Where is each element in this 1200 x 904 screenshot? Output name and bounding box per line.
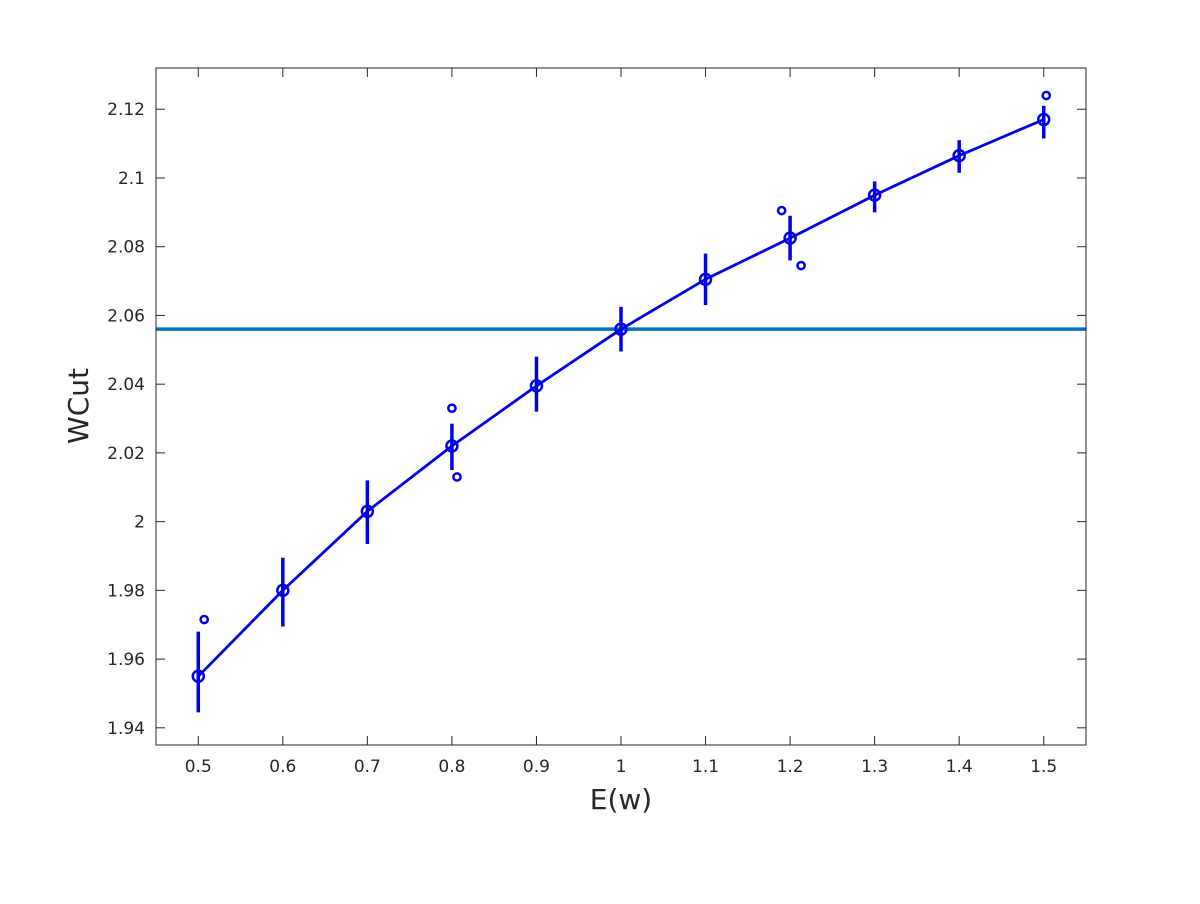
series-line bbox=[197, 118, 1045, 678]
y-tick-label: 2.12 bbox=[107, 100, 145, 120]
outlier-point bbox=[776, 205, 787, 216]
data-point bbox=[783, 231, 797, 245]
data-point bbox=[445, 439, 459, 453]
x-axis-label: E(w) bbox=[590, 783, 652, 816]
data-point bbox=[952, 148, 966, 163]
x-tick-label: 0.7 bbox=[354, 757, 381, 777]
x-tick-label: 0.5 bbox=[185, 757, 212, 777]
y-tick-label: 2 bbox=[134, 513, 145, 533]
outlier-point bbox=[447, 403, 457, 414]
outlier-point bbox=[796, 260, 806, 271]
y-tick-label: 2.06 bbox=[107, 306, 145, 326]
y-tick-label: 1.96 bbox=[107, 650, 145, 670]
marks-layer bbox=[156, 90, 1086, 713]
y-axis-label: WCut bbox=[62, 368, 95, 444]
x-tick-label: 0.8 bbox=[438, 757, 465, 777]
x-tick-label: 1 bbox=[616, 757, 627, 777]
y-tick-label: 2.02 bbox=[107, 444, 145, 464]
plot-area bbox=[156, 68, 1086, 745]
x-tick-label: 0.6 bbox=[269, 757, 296, 777]
y-tick-label: 2.04 bbox=[107, 375, 145, 395]
data-point bbox=[1036, 112, 1051, 127]
x-tick-label: 1.5 bbox=[1030, 757, 1057, 777]
outlier-point bbox=[1041, 90, 1052, 101]
y-tick-label: 1.98 bbox=[107, 581, 145, 601]
outlier-point bbox=[452, 472, 462, 482]
x-tick-label: 0.9 bbox=[523, 757, 550, 777]
ticks-layer: 0.5 0.6 0.7 0.8 0.9 1 1.1 1.2 1.3 1.4 1.5 1.94 1.96 1… bbox=[107, 68, 1086, 777]
outlier-point bbox=[199, 614, 210, 625]
data-point bbox=[360, 504, 375, 519]
data-point bbox=[529, 379, 544, 393]
y-tick-label: 2.1 bbox=[118, 169, 145, 189]
data-point bbox=[276, 583, 290, 598]
y-tick-label: 1.94 bbox=[107, 719, 145, 739]
x-tick-label: 1.4 bbox=[946, 757, 973, 777]
x-tick-label: 1.1 bbox=[692, 757, 719, 777]
data-point bbox=[191, 669, 206, 684]
x-tick-label: 1.2 bbox=[777, 757, 804, 777]
y-tick-label: 2.08 bbox=[107, 238, 145, 258]
data-point bbox=[867, 188, 882, 202]
data-point bbox=[698, 272, 713, 287]
x-tick-label: 1.3 bbox=[861, 757, 888, 777]
data-point bbox=[614, 322, 628, 336]
